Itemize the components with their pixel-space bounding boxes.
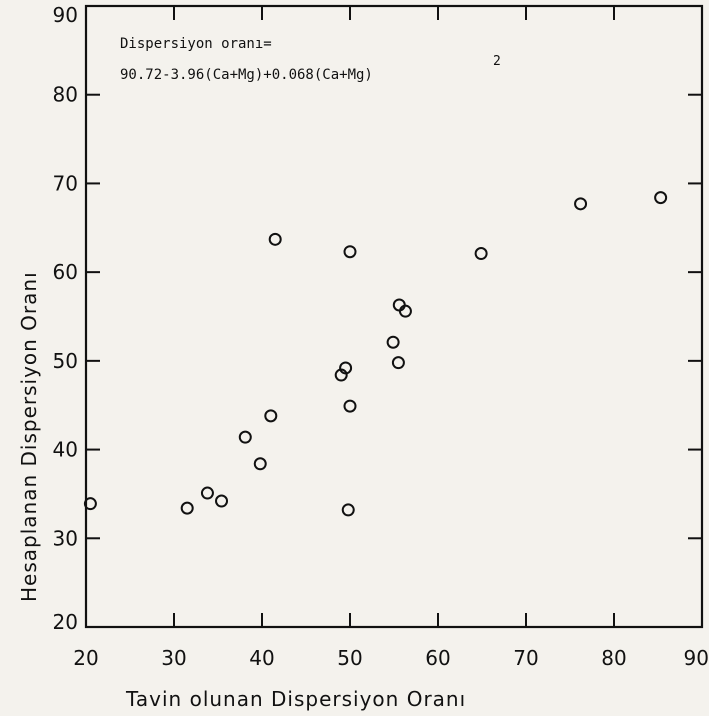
x-tick-label: 30 [161, 646, 186, 670]
x-tick-label: 40 [249, 646, 274, 670]
scatter-point [215, 494, 229, 508]
x-tick-label: 90 [684, 646, 709, 670]
y-tick-label: 60 [53, 260, 78, 284]
y-axis-title: Hesaplanan Dispersiyon Oranı [17, 271, 41, 602]
equation-line-1: Dispersiyon oranı= [120, 36, 272, 52]
equation-exponent: 2 [493, 54, 501, 69]
x-tick-label: 20 [73, 646, 98, 670]
scatter-point [474, 247, 488, 261]
y-tick-label: 40 [53, 438, 78, 462]
scatter-point [253, 457, 267, 471]
scatter-point [392, 298, 406, 312]
scatter-point [654, 191, 668, 205]
equation-line-2: 90.72-3.96(Ca+Mg)+0.068(Ca+Mg) [120, 67, 373, 83]
scatter-point [341, 503, 355, 517]
scatter-point [343, 245, 357, 259]
axis-ticks [86, 6, 702, 627]
data-points [83, 191, 668, 517]
plot-frame [84, 4, 704, 629]
y-tick-label: 20 [53, 610, 78, 634]
y-tick-label: 90 [53, 3, 78, 27]
equation-annotation: Dispersiyon oranı= 90.72-3.96(Ca+Mg)+0.0… [120, 36, 501, 83]
x-tick-label: 80 [601, 646, 626, 670]
x-tick-label: 70 [513, 646, 538, 670]
y-tick-label: 70 [53, 171, 78, 195]
scatter-point [339, 361, 353, 375]
scatter-point [391, 356, 405, 370]
scatter-point [180, 501, 194, 515]
x-tick-label: 50 [337, 646, 362, 670]
scatter-point [264, 409, 278, 423]
scatter-point [83, 497, 97, 511]
tick-labels: 20 30 40 50 60 70 80 90 20 30 40 50 60 70 80 90 [53, 3, 709, 670]
scatter-point [238, 430, 252, 444]
y-tick-label: 80 [53, 83, 78, 107]
scatter-point [398, 304, 412, 318]
x-axis-title: Tavin olunan Dispersiyon Oranı [125, 687, 466, 711]
y-tick-label: 50 [53, 349, 78, 373]
scatter-point [200, 486, 214, 500]
scatter-point [386, 335, 400, 349]
scatter-point [268, 232, 282, 246]
y-tick-label: 30 [53, 526, 78, 550]
scatter-point [574, 197, 588, 211]
scatter-point [343, 399, 357, 413]
x-tick-label: 60 [425, 646, 450, 670]
